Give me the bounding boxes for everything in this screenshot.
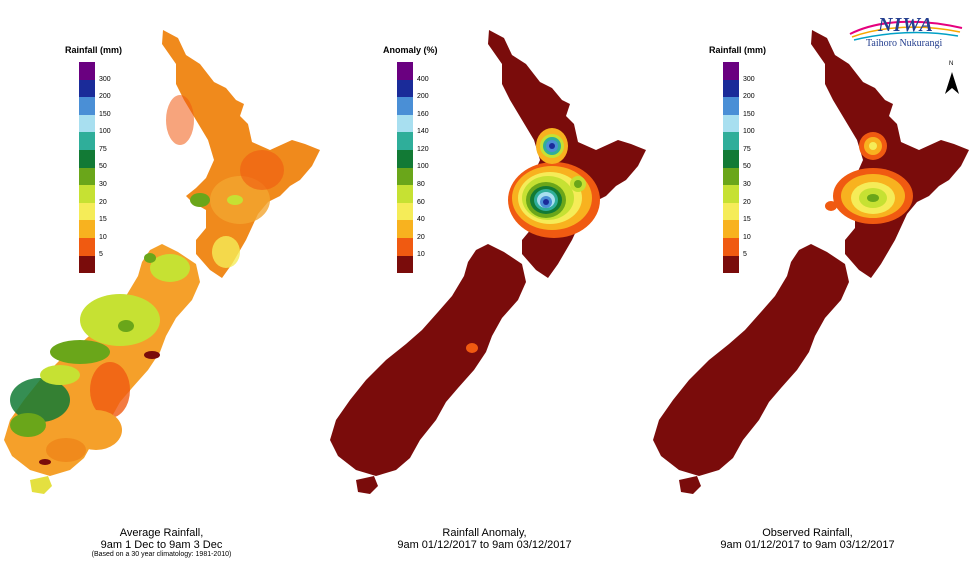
caption-anomaly: Rainfall Anomaly, 9am 01/12/2017 to 9am …	[323, 527, 646, 551]
legend-rainfall: Rainfall (mm) 300 200 150 100 75 50 30 2…	[709, 45, 767, 274]
legend-title: Rainfall (mm)	[709, 45, 767, 55]
panel-observed-rainfall: Rainfall (mm) 300 200 150 100 75 50 30 2…	[646, 0, 969, 572]
legend-label: 75	[99, 146, 107, 153]
nz-rainfall-map-anomaly	[330, 30, 646, 494]
legend-color-bar	[79, 62, 95, 274]
legend-label: 15	[743, 216, 751, 223]
legend-label: 150	[99, 111, 111, 118]
nz-rainfall-map-average	[4, 30, 320, 494]
caption-title: Average Rainfall,	[119, 527, 204, 539]
niwa-logo-subtitle: Taihoro Nukurangi	[866, 38, 943, 49]
legend-label: 30	[99, 181, 107, 188]
legend-label: 20	[417, 234, 425, 241]
legend-label: 100	[417, 163, 429, 170]
legend-title: Anomaly (%)	[383, 45, 438, 55]
legend-title: Rainfall (mm)	[65, 45, 123, 55]
legend-label: 5	[743, 251, 747, 258]
legend-label: 60	[417, 199, 425, 206]
caption-title: Observed Rainfall,	[762, 527, 853, 539]
legend-label: 100	[743, 128, 755, 135]
legend-label: 200	[743, 93, 755, 100]
legend-label: 10	[417, 251, 425, 258]
legend-label: 50	[743, 163, 751, 170]
legend-color-bar	[397, 62, 413, 274]
legend-label: 160	[417, 111, 429, 118]
legend-label: 80	[417, 181, 425, 188]
caption-period: 9am 01/12/2017 to 9am 03/12/2017	[720, 539, 895, 551]
caption-period: 9am 1 Dec to 9am 3 Dec	[100, 539, 223, 551]
north-arrow-icon	[945, 72, 959, 94]
caption-title: Rainfall Anomaly,	[442, 527, 527, 539]
caption-note: (Based on a 30 year climatology: 1981-20…	[91, 551, 232, 558]
legend-label: 50	[99, 163, 107, 170]
legend-label: 15	[99, 216, 107, 223]
legend-rainfall: Rainfall (mm) 300 200 150 100 75 50 30 2…	[65, 45, 123, 274]
legend-label: 300	[743, 76, 755, 83]
legend-label: 20	[743, 199, 751, 206]
legend-label: 140	[417, 128, 429, 135]
nz-rainfall-map-observed	[653, 30, 969, 494]
legend-label: 5	[99, 251, 103, 258]
niwa-logo-text: NIWA	[878, 14, 934, 36]
legend-label: 100	[99, 128, 111, 135]
panel-average-rainfall: Rainfall (mm) 300 200 150 100 75 50 30 2…	[0, 0, 323, 572]
legend-label: 300	[99, 76, 111, 83]
legend-label: 400	[417, 76, 429, 83]
legend-label: 30	[743, 181, 751, 188]
legend-label: 10	[99, 234, 107, 241]
legend-label: 200	[417, 93, 429, 100]
legend-label: 20	[99, 199, 107, 206]
legend-label: 40	[417, 216, 425, 223]
legend-label: 10	[743, 234, 751, 241]
caption-average: Average Rainfall, 9am 1 Dec to 9am 3 Dec…	[0, 527, 323, 559]
niwa-logo-swoosh	[849, 20, 963, 41]
caption-observed: Observed Rainfall, 9am 01/12/2017 to 9am…	[646, 527, 969, 551]
caption-period: 9am 01/12/2017 to 9am 03/12/2017	[397, 539, 572, 551]
panel-rainfall-anomaly: Anomaly (%) 400 200 160 140 120 100 80 6…	[323, 0, 646, 572]
legend-anomaly: Anomaly (%) 400 200 160 140 120 100 80 6…	[383, 45, 438, 274]
legend-color-bar	[723, 62, 739, 274]
legend-label: 200	[99, 93, 111, 100]
legend-label: 75	[743, 146, 751, 153]
north-label: N	[949, 61, 954, 67]
legend-label: 120	[417, 146, 429, 153]
legend-label: 150	[743, 111, 755, 118]
